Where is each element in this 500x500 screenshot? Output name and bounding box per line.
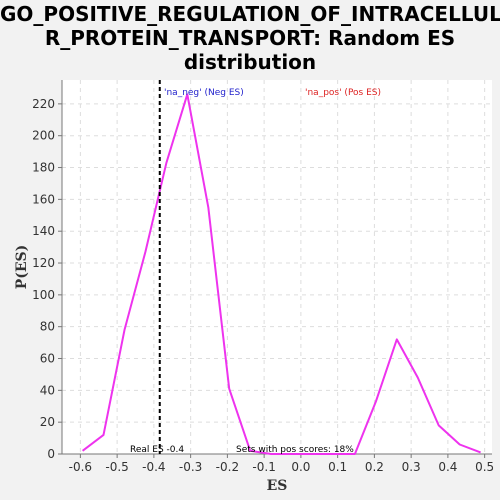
x-tick-label: 0.3 bbox=[402, 460, 421, 474]
y-tick-label: 160 bbox=[32, 192, 55, 206]
x-tick-label: -0.2 bbox=[216, 460, 239, 474]
grid-lines bbox=[62, 80, 492, 455]
y-tick-label: 40 bbox=[40, 383, 55, 397]
plot-area bbox=[62, 80, 492, 454]
x-tick-label: 0.0 bbox=[291, 460, 310, 474]
series-layer bbox=[81, 93, 481, 455]
y-tick-label: 140 bbox=[32, 224, 55, 238]
x-tick-label: 0.5 bbox=[475, 460, 494, 474]
es-density-line bbox=[81, 93, 481, 455]
y-tick-label: 120 bbox=[32, 256, 55, 270]
x-tick-label: 0.4 bbox=[438, 460, 457, 474]
x-axis-label: ES bbox=[267, 478, 288, 494]
y-tick-label: 200 bbox=[32, 129, 55, 143]
x-tick-label: -0.1 bbox=[252, 460, 275, 474]
x-axis-ticks: -0.6 -0.5 -0.4 -0.3 -0.2 -0.1 0.0 0.1 0.2 0.3 0.4 0… bbox=[69, 454, 494, 474]
y-tick-label: 80 bbox=[40, 320, 55, 334]
x-tick-label: -0.3 bbox=[179, 460, 202, 474]
y-axis-label: P(ES) bbox=[14, 245, 30, 290]
legend-neg: 'na_neg' (Neg ES) bbox=[164, 88, 244, 98]
y-tick-label: 0 bbox=[47, 447, 55, 461]
x-tick-label: -0.4 bbox=[142, 460, 165, 474]
y-axis-ticks: 0 20 40 60 80 100 120 140 160 180 200 220 bbox=[32, 97, 62, 461]
y-tick-label: 60 bbox=[40, 352, 55, 366]
chart-title: GO_POSITIVE_REGULATION_OF_INTRACELLULA R… bbox=[0, 2, 500, 74]
legend-pos: 'na_pos' (Pos ES) bbox=[305, 88, 381, 98]
x-tick-label: -0.6 bbox=[69, 460, 92, 474]
x-tick-label: 0.2 bbox=[365, 460, 384, 474]
real-es-label: Real ES -0.4 bbox=[130, 445, 184, 455]
x-tick-label: 0.1 bbox=[328, 460, 347, 474]
x-tick-label: -0.5 bbox=[105, 460, 128, 474]
pos-scores-label: Sets with pos scores: 18% bbox=[236, 445, 354, 455]
y-tick-label: 100 bbox=[32, 288, 55, 302]
y-tick-label: 220 bbox=[32, 97, 55, 111]
y-tick-label: 180 bbox=[32, 161, 55, 175]
y-tick-label: 20 bbox=[40, 415, 55, 429]
